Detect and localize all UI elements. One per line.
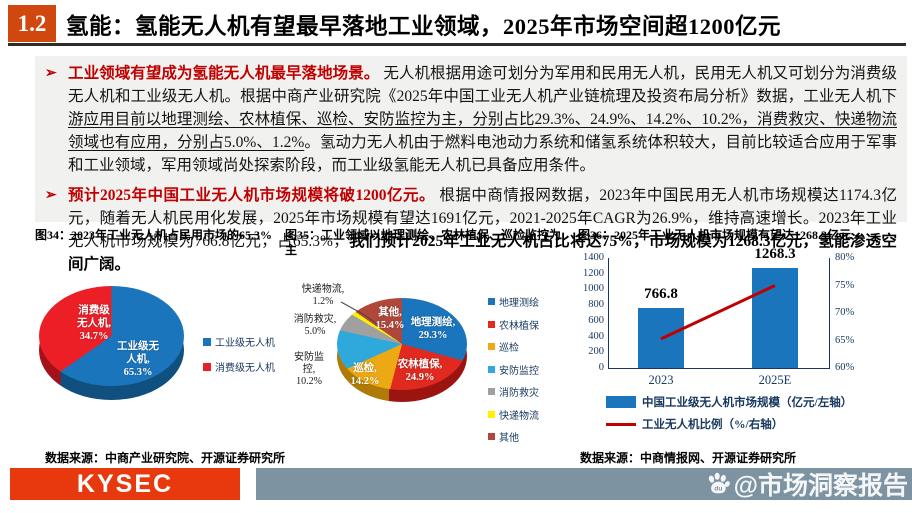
arrow-bullet-icon: ➢ — [45, 66, 57, 81]
right-axis-tick: 60% — [835, 362, 855, 373]
bullet-1-underlined-text: 游应用目前以地理测绘、农林植保、巡检、安防监控为主，分别占比29.3%、24.9… — [68, 111, 897, 151]
legend-swatch — [488, 320, 495, 328]
bar-2025e — [752, 268, 798, 368]
legend-label: 农林植保 — [499, 320, 539, 332]
bullet-2-emphasis: 我们预计2025年工业无人机占比将达75%，市场规模为1268.3亿元，氢能渗透… — [68, 233, 897, 273]
figure-34-title: 图34：2023年工业无人机占民用市场的65.3% — [35, 228, 273, 242]
right-axis-tick: 65% — [835, 334, 855, 346]
data-source-right: 数据来源：中商情报网、开源证券研究所 — [580, 451, 797, 465]
chart-legend-bar-series: 中国工业级无人机市场规模（亿元/左轴） — [606, 394, 852, 410]
legend-swatch — [488, 365, 495, 373]
figure-35: 图35：工业领域以地理测绘、农林植保、巡检监控为主 快递物流, 1.2% 消防救… — [285, 228, 570, 446]
bullet-1-text: 无人机根据用途可划分为军用和民用无人机，民用无人机又可划分为消费级无人机和工业级… — [68, 65, 897, 105]
legend-swatch — [488, 343, 495, 350]
legend-swatch — [488, 410, 495, 418]
pie35-label-inspection: 巡检, 14.2% — [350, 363, 380, 387]
title-underline — [8, 43, 906, 46]
figure-34: 图34：2023年工业无人机占民用市场的65.3% 消费级 无人机, 34.7%… — [35, 228, 283, 446]
y-axis-tick: 1400 — [583, 252, 604, 263]
watermark-text: @市场洞察报告 — [733, 472, 908, 500]
legend-label: 工业级无人机 — [215, 338, 275, 349]
pie35-callout-fire: 消防救灾, 5.0% — [293, 314, 337, 337]
summary-panel: ➢ 工业领域有望成为氢能无人机最早落地场景。 无人机根据用途可划分为军用和民用无… — [35, 56, 907, 273]
y-axis-tick: 1200 — [583, 267, 604, 279]
legend-swatch — [606, 396, 636, 408]
page-title: 氢能：氢能无人机有望最早落地工业领域，2025年市场空间超1200亿元 — [66, 14, 782, 39]
value-label-2025e: 1268.3 — [754, 246, 796, 262]
legend-label: 巡检 — [499, 343, 519, 354]
y-axis-tick: 400 — [588, 330, 604, 342]
pie35-label-geo: 地理测绘, 29.3% — [410, 317, 456, 341]
pie34-label-consumer: 消费级 无人机, 34.7% — [76, 305, 112, 342]
chart-legend-line-series: 工业无人机比例（%/右轴） — [606, 416, 783, 432]
value-label-2023: 766.8 — [644, 286, 678, 302]
figure-36-title: 图36：2025年工业无人机市场规模有望达1268.3亿元 — [578, 228, 852, 242]
watermark: du @市场洞察报告 — [705, 466, 908, 502]
x-axis-label-2023: 2023 — [648, 373, 674, 387]
x-axis-label-2025e: 2025E — [758, 373, 792, 387]
bullet-2-lead: 预计2025年中国工业无人机市场规模将破1200亿元。 — [68, 187, 436, 204]
legend-35: 地理测绘 农林植保 巡检 安防监控 消防救灾 快递物流 其他 — [488, 294, 539, 452]
legend-label: 安防监控 — [499, 365, 539, 377]
pie35-label-other: 其他, 15.4% — [375, 307, 405, 331]
bullet-paragraph-1: ➢ 工业领域有望成为氢能无人机最早落地场景。 无人机根据用途可划分为军用和民用无… — [45, 62, 897, 177]
pie34-label-industrial: 工业级无 人机, 65.3% — [117, 341, 159, 378]
right-axis-tick: 80% — [835, 252, 855, 263]
legend-34: 工业级无人机 消费级无人机 — [203, 334, 275, 384]
bar-2023 — [638, 307, 684, 368]
bar-chart-36-plot — [608, 258, 830, 369]
pie35-label-agri: 农林植保, 24.9% — [397, 359, 443, 383]
right-axis-tick: 70% — [835, 307, 855, 318]
legend-swatch — [203, 362, 211, 371]
y-axis-tick: 1000 — [583, 283, 604, 295]
bullet-1-text-end: 。氢动力无人机由于燃料电池动力系统和储氢系统体积较大，目前比较适合应用于军事和工… — [68, 134, 897, 174]
y-axis-tick: 200 — [588, 346, 604, 358]
legend-swatch — [203, 337, 211, 346]
legend-item: 消费级无人机 — [203, 359, 275, 374]
y-axis-tick: 600 — [588, 314, 604, 326]
pie35-callout-security: 安防监 控, 10.2% — [294, 352, 324, 387]
legend-label: 其他 — [499, 433, 519, 444]
legend-label: 地理测绘 — [499, 298, 539, 309]
footer-bar: du @市场洞察报告 — [256, 468, 912, 500]
brand-logo-text: KYSEC — [76, 469, 174, 498]
legend-label: 消防救灾 — [499, 388, 539, 399]
legend-label: 消费级无人机 — [215, 363, 275, 374]
legend-item: 工业级无人机 — [203, 334, 275, 349]
baidu-paw-icon: du — [708, 472, 730, 494]
figure-35-title: 图35：工业领域以地理测绘、农林植保、巡检监控为主 — [285, 228, 562, 257]
pie35-callout-express: 快递物流, 1.2% — [301, 284, 345, 307]
legend-label: 工业无人机比例（%/右轴） — [642, 419, 784, 431]
legend-label: 中国工业级无人机市场规模（亿元/左轴） — [642, 397, 853, 409]
legend-swatch — [488, 433, 495, 440]
bullet-2-text: 根据中商情报网数据，2023年中国民用无人机市场规模达1174.3亿元，随着无人… — [68, 187, 897, 250]
legend-swatch — [606, 422, 636, 426]
legend-swatch — [488, 298, 495, 305]
figure-36: 图36：2025年工业无人机市场规模有望达1268.3亿元 1400 1200 … — [578, 228, 910, 446]
svg-text:du: du — [714, 486, 722, 493]
arrow-bullet-icon: ➢ — [45, 188, 57, 203]
pie-chart-34 — [39, 286, 184, 386]
data-source-left: 数据来源：中商产业研究院、开源证券研究所 — [45, 451, 286, 465]
legend-swatch — [488, 388, 495, 395]
y-axis-tick: 800 — [588, 299, 604, 311]
y-axis-tick: 0 — [598, 362, 604, 373]
legend-label: 快递物流 — [499, 410, 539, 422]
section-number-badge: 1.2 — [8, 5, 56, 42]
bullet-1-lead: 工业领域有望成为氢能无人机最早落地场景。 — [68, 65, 380, 82]
bullet-paragraph-2: ➢ 预计2025年中国工业无人机市场规模将破1200亿元。 根据中商情报网数据，… — [45, 184, 897, 276]
brand-logo: KYSEC — [10, 468, 240, 500]
right-axis-tick: 75% — [835, 279, 855, 291]
